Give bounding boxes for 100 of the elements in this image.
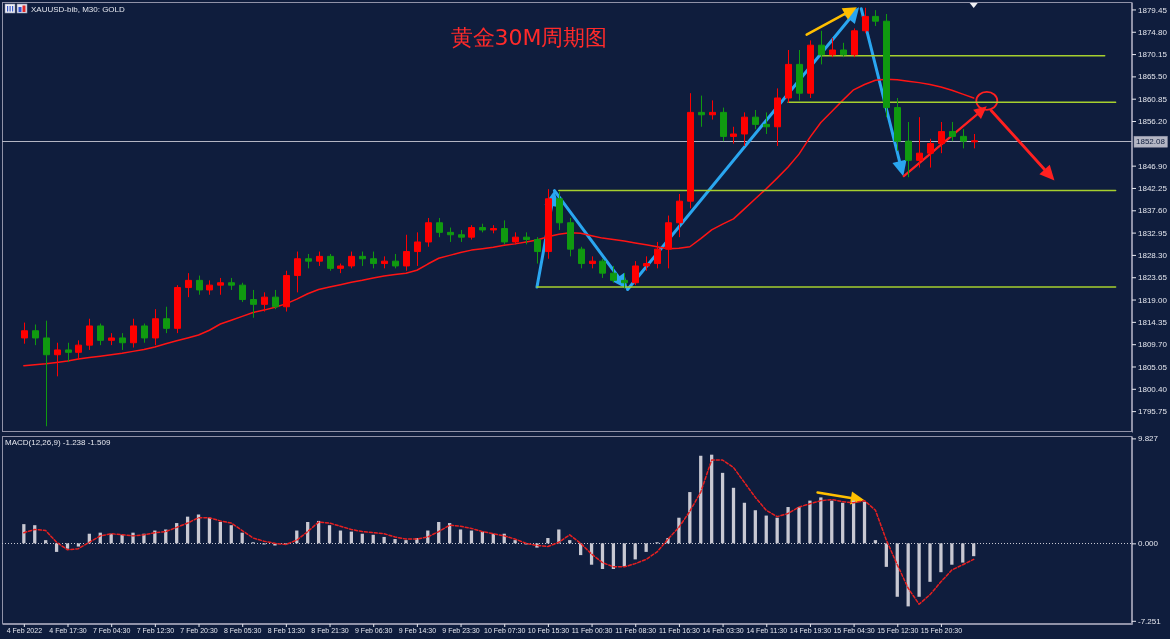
y-tick-label: 0.000 [1138, 539, 1159, 549]
candlestick [785, 49, 792, 104]
candlestick [534, 236, 541, 265]
chart-title: MACD(12,26,9) -1.238 -1.509 [5, 438, 111, 447]
y-tick-label: 1870.15 [1138, 50, 1168, 60]
candlestick [578, 246, 585, 269]
y-tick-label: 1800.40 [1138, 384, 1168, 394]
candlestick [665, 215, 672, 269]
candlestick [196, 275, 203, 296]
candlestick [774, 87, 781, 147]
y-tick-label: 1842.25 [1138, 184, 1168, 194]
text: 黄金30M周期图 [450, 25, 608, 50]
y-tick-label: 9.827 [1138, 434, 1159, 444]
y-tick-label: 1837.60 [1138, 206, 1168, 216]
candlestick [676, 193, 683, 238]
candlestick [698, 95, 705, 128]
candlestick [796, 49, 803, 101]
y-tick-label: 1828.30 [1138, 250, 1168, 260]
y-tick-label: 1846.90 [1138, 161, 1168, 171]
candlestick [272, 289, 279, 310]
candlestick [643, 255, 650, 272]
candlestick [709, 99, 716, 121]
candlestick [654, 241, 661, 269]
candlestick [316, 251, 323, 267]
candlestick [916, 116, 923, 169]
candlestick [141, 323, 148, 344]
y-tick-label: 1832.95 [1138, 228, 1168, 238]
candlestick [447, 227, 454, 243]
candlestick [523, 231, 530, 245]
candlestick [599, 258, 606, 279]
candlestick [305, 253, 312, 269]
candlestick [752, 109, 759, 130]
candlestick [54, 342, 61, 377]
candlestick [851, 27, 858, 58]
candlestick [501, 219, 508, 245]
candlestick [840, 42, 847, 58]
candlestick [567, 217, 574, 257]
candlestick [763, 111, 770, 135]
candlestick [381, 255, 388, 269]
candlestick [75, 339, 82, 361]
bar [917, 543, 921, 597]
y-tick-label: 1860.85 [1138, 94, 1168, 104]
candlestick [392, 253, 399, 269]
candlestick [239, 282, 246, 303]
candlestick [829, 37, 836, 58]
candlestick [905, 121, 912, 178]
candlestick [206, 279, 213, 296]
candlestick [250, 289, 257, 319]
candlestick [872, 9, 879, 27]
candlestick [32, 324, 39, 346]
candlestick [217, 277, 224, 296]
candlestick [545, 188, 552, 260]
candlestick [938, 121, 945, 154]
candlestick [610, 265, 617, 284]
line-series [23, 459, 975, 605]
candlestick [130, 318, 137, 349]
candlestick [468, 224, 475, 241]
candlestick [163, 306, 170, 334]
y-tick-label: -7.251 [1138, 616, 1162, 626]
candlestick [228, 277, 235, 291]
candlestick [119, 332, 126, 351]
y-tick-label: 1865.50 [1138, 72, 1168, 82]
candlestick [425, 217, 432, 248]
y-tick-label: 1856.20 [1138, 117, 1168, 127]
y-tick-label: 1874.80 [1138, 27, 1168, 37]
y-tick-label: 1879.45 [1138, 5, 1168, 15]
candlestick [632, 260, 639, 286]
candlestick [86, 318, 93, 351]
candlestick [21, 322, 28, 345]
candlestick [949, 121, 956, 142]
candlestick [512, 231, 519, 245]
candlestick [403, 234, 410, 272]
candlestick [327, 253, 334, 272]
y-tick-label: 1814.35 [1138, 317, 1168, 327]
candlestick [687, 92, 694, 209]
ref-line-label: 1852.08 [1136, 137, 1166, 147]
candlestick [818, 30, 825, 65]
candlestick [108, 332, 115, 346]
candlestick [862, 7, 869, 34]
y-tick-label: 1805.05 [1138, 362, 1168, 372]
candlestick [589, 255, 596, 269]
candlestick [971, 133, 978, 149]
y-tick-label: 1795.75 [1138, 407, 1168, 417]
candlestick [294, 251, 301, 293]
candlestick [337, 263, 344, 274]
candlestick [414, 231, 421, 267]
candlestick [883, 13, 890, 118]
candlestick [43, 320, 50, 427]
candlestick [152, 308, 159, 346]
candlestick [370, 251, 377, 269]
candlestick [556, 191, 563, 231]
candlestick [359, 251, 366, 267]
candlestick [458, 229, 465, 243]
candlestick [720, 107, 727, 142]
candlestick [621, 272, 628, 290]
candlestick [261, 291, 268, 313]
y-tick-label: 1823.65 [1138, 273, 1168, 283]
candlestick [927, 138, 934, 169]
candlestick [960, 128, 967, 149]
candlestick [490, 224, 497, 234]
